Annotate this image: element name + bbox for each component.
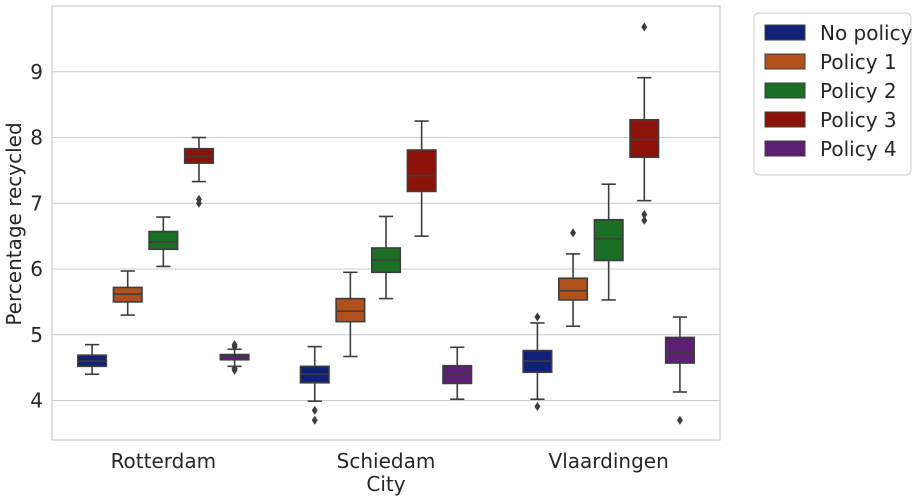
box-policy-3-rotterdam: [183, 136, 215, 208]
plot-frame: [51, 5, 721, 441]
iqr-box: [593, 218, 624, 262]
iqr-box: [335, 297, 366, 323]
legend-label: Policy 1: [820, 50, 897, 74]
x-tick-label: Schiedam: [337, 449, 436, 473]
legend-swatch: [764, 82, 806, 99]
iqr-box: [557, 277, 589, 301]
legend-swatch: [764, 140, 806, 157]
boxes: [77, 22, 695, 425]
y-axis-title: Percentage recycled: [2, 122, 26, 325]
legend-label: Policy 4: [820, 137, 897, 161]
box-policy-1-vlaardingen: [557, 228, 589, 328]
y-tick-labels: 4 5 6 7 8 9: [30, 60, 43, 413]
legend-swatch: [764, 53, 806, 70]
legend-label: Policy 2: [820, 79, 897, 103]
box-policy-4-schiedam: [442, 346, 473, 401]
y-tick-label: 8: [30, 126, 43, 150]
outlier-point: [570, 228, 577, 238]
y-tick-label: 7: [30, 191, 43, 215]
outlier-point: [534, 312, 541, 322]
legend-swatch: [764, 24, 806, 41]
box-policy-3-vlaardingen: [629, 22, 660, 225]
iqr-box: [148, 230, 179, 251]
y-tick-label: 4: [30, 389, 43, 413]
outlier-point: [311, 405, 318, 415]
box-policy-4-vlaardingen: [664, 316, 695, 425]
box-policy-1-schiedam: [335, 271, 366, 358]
outlier-point: [641, 209, 648, 219]
box-policy-1-rotterdam: [112, 270, 143, 316]
iqr-box: [664, 336, 695, 364]
x-tick-labels: Rotterdam Schiedam Vlaardingen: [111, 449, 669, 473]
box-no-policy-rotterdam: [77, 343, 108, 376]
legend-label: No policy: [820, 21, 913, 45]
box-no-policy-schiedam: [299, 345, 330, 425]
box-policy-2-vlaardingen: [593, 183, 624, 301]
x-axis-title: City: [366, 472, 405, 496]
box-policy-2-schiedam: [370, 215, 402, 300]
outlier-point: [195, 198, 202, 208]
legend-label: Policy 3: [820, 108, 897, 132]
outlier-point: [676, 415, 683, 425]
outlier-point: [231, 365, 238, 375]
box-no-policy-vlaardingen: [522, 312, 553, 411]
outlier-point: [641, 215, 648, 225]
iqr-box: [406, 149, 437, 193]
y-tick-label: 9: [30, 60, 43, 84]
box-policy-4-rotterdam: [219, 340, 250, 375]
box-policy-3-schiedam: [406, 120, 437, 237]
y-tick-label: 6: [30, 257, 43, 281]
box-policy-2-rotterdam: [148, 216, 179, 268]
y-tick-label: 5: [30, 323, 43, 347]
outlier-point: [311, 415, 318, 425]
legend: No policy Policy 1 Policy 2 Policy 3 Policy …: [753, 12, 913, 176]
outlier-point: [641, 22, 648, 32]
legend-swatch: [764, 111, 806, 128]
iqr-box: [629, 118, 660, 159]
iqr-box: [442, 364, 473, 385]
x-tick-label: Rotterdam: [111, 449, 217, 473]
outlier-point: [231, 342, 238, 352]
outlier-point: [534, 401, 541, 411]
x-tick-label: Vlaardingen: [549, 449, 669, 473]
